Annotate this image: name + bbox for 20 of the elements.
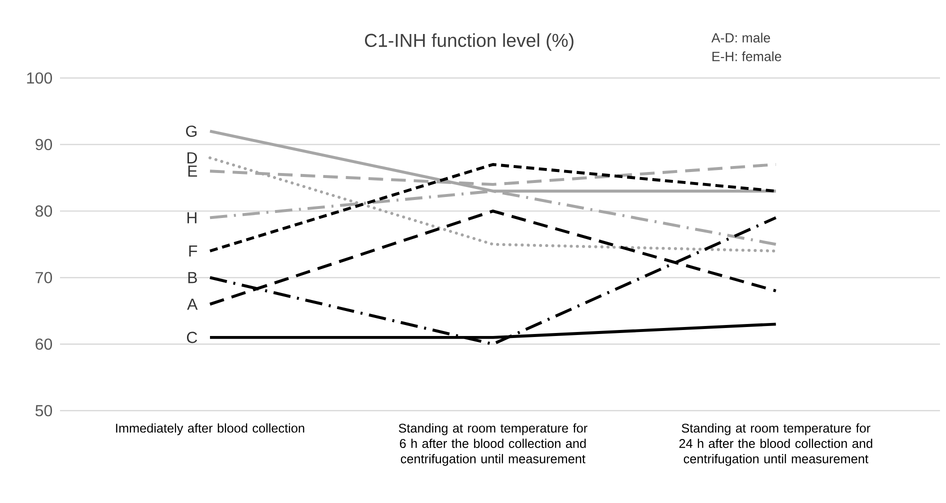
y-tick-label: 100 bbox=[27, 72, 52, 84]
series-label: D bbox=[187, 152, 197, 164]
series-label: H bbox=[187, 212, 196, 224]
y-tick-label: 90 bbox=[36, 138, 52, 150]
y-tick-label: 70 bbox=[36, 272, 52, 284]
series-label: C bbox=[186, 332, 198, 344]
series-label: A bbox=[187, 298, 198, 310]
y-tick-label: 50 bbox=[35, 404, 52, 416]
chart-title: C1-INH function level (%) bbox=[364, 33, 574, 51]
y-tick-label: 80 bbox=[36, 205, 52, 217]
x-tick-label: Immediately after blood collection bbox=[116, 423, 304, 436]
series-label: E bbox=[188, 166, 198, 177]
x-tick-label: Standing at room temperature for 24 h after the blood collection and centrifugation until measurement bbox=[679, 423, 872, 466]
text: E-H: female bbox=[712, 51, 782, 62]
x-tick-label: Standing at room temperature for 6 h after the blood collection and centrifugation until measurement bbox=[398, 423, 588, 466]
y-tick-label: 60 bbox=[36, 338, 52, 350]
text: A-D: male bbox=[711, 32, 770, 43]
series-label: G bbox=[186, 126, 197, 137]
series-label: B bbox=[188, 272, 197, 284]
series-label: F bbox=[189, 245, 198, 256]
